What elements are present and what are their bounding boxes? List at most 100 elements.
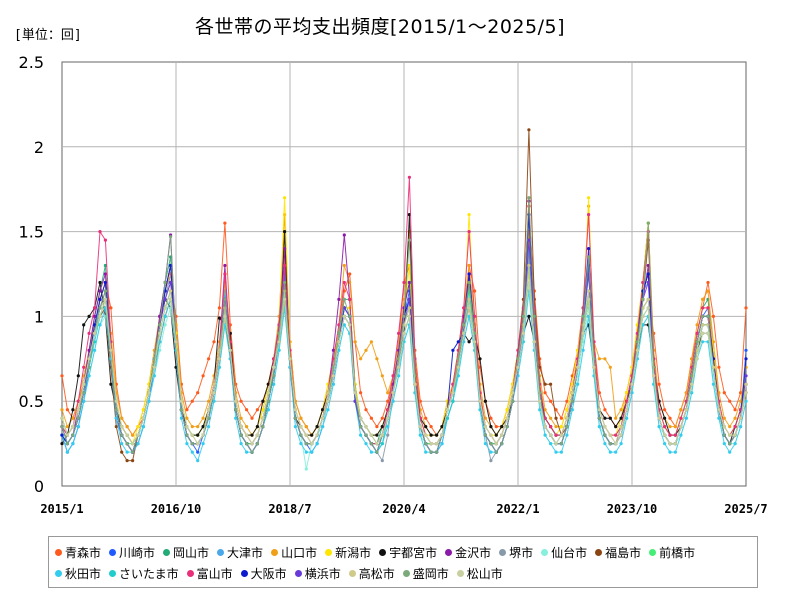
data-point: [93, 314, 97, 318]
data-point: [196, 391, 200, 395]
grid-lines: [62, 62, 746, 486]
data-point: [527, 128, 531, 132]
data-point: [701, 314, 705, 318]
data-point: [429, 442, 433, 446]
data-point: [739, 399, 743, 403]
data-point: [82, 391, 86, 395]
data-point: [125, 433, 129, 437]
data-point: [614, 425, 618, 429]
data-point: [603, 416, 607, 420]
data-point: [554, 416, 558, 420]
data-point: [549, 433, 553, 437]
legend-label: 川崎市: [119, 546, 156, 560]
y-tick-label: 0: [34, 477, 44, 496]
data-point: [603, 433, 607, 437]
data-point: [87, 314, 91, 318]
data-point: [657, 382, 661, 386]
data-point: [418, 433, 422, 437]
data-point: [103, 263, 107, 268]
legend-label: 堺市: [509, 546, 534, 560]
data-point: [565, 408, 569, 412]
data-point: [592, 365, 596, 369]
data-point: [456, 340, 460, 344]
data-point: [196, 425, 200, 429]
legend-label: 前橋市: [659, 546, 696, 560]
data-point: [717, 408, 721, 412]
data-point: [483, 425, 487, 429]
data-point: [114, 425, 118, 429]
data-point: [245, 433, 249, 437]
data-point: [380, 374, 384, 378]
data-point: [190, 442, 194, 446]
data-point: [646, 280, 650, 285]
legend-marker: [325, 549, 333, 556]
data-point: [196, 442, 200, 446]
data-point: [684, 416, 688, 420]
data-point: [98, 280, 102, 285]
data-point: [299, 416, 303, 420]
data-point: [668, 442, 672, 446]
data-point: [283, 247, 287, 251]
data-point: [684, 408, 688, 412]
data-point: [65, 425, 69, 429]
data-point: [190, 399, 194, 403]
data-point: [93, 306, 97, 310]
data-point: [310, 450, 314, 454]
data-point: [625, 416, 629, 420]
data-point: [304, 442, 308, 446]
data-point: [369, 340, 373, 344]
data-point: [239, 433, 243, 437]
data-point: [608, 442, 612, 446]
data-point: [131, 459, 135, 463]
data-point: [131, 433, 135, 437]
legend-label: さいたま市: [119, 567, 179, 581]
data-point: [103, 238, 107, 242]
data-point: [76, 374, 80, 378]
data-point: [587, 297, 591, 301]
data-point: [646, 306, 650, 310]
legend-label: 富山市: [196, 567, 233, 581]
data-point: [331, 382, 335, 386]
data-point: [239, 399, 243, 403]
data-point: [315, 442, 319, 446]
legend-item: 仙台市: [541, 542, 587, 563]
data-point: [304, 433, 308, 437]
data-point: [169, 289, 173, 293]
legend-item: 盛岡市: [402, 563, 449, 584]
data-point: [321, 408, 325, 412]
data-point: [619, 433, 623, 437]
data-point: [570, 408, 574, 412]
data-point: [71, 442, 75, 446]
x-tick-label: 2025/7: [724, 502, 767, 516]
data-point: [527, 263, 531, 268]
data-point: [440, 425, 444, 429]
data-point: [223, 221, 227, 225]
data-point: [369, 416, 373, 420]
y-axis-ticks: 0 0.5 1 1.5 2 2.5: [19, 53, 44, 496]
data-point: [179, 416, 183, 420]
data-point: [467, 297, 471, 301]
data-point: [424, 442, 428, 446]
legend-marker: [55, 549, 62, 556]
legend-label: 山口市: [281, 546, 318, 560]
data-point: [255, 425, 259, 429]
data-point: [245, 442, 249, 446]
data-point: [483, 442, 487, 446]
data-point: [424, 433, 428, 437]
data-point: [538, 399, 542, 403]
data-point: [440, 433, 444, 437]
data-point: [212, 340, 216, 344]
data-point: [456, 365, 460, 369]
data-point: [554, 425, 558, 429]
data-point: [348, 323, 352, 327]
data-point: [581, 314, 585, 318]
data-point: [728, 425, 732, 429]
data-point: [418, 425, 422, 429]
data-point: [663, 408, 667, 412]
data-point: [136, 425, 140, 429]
series-group: [60, 128, 748, 471]
data-point: [521, 314, 526, 318]
data-point: [71, 416, 75, 420]
legend-item: 新潟市: [325, 542, 371, 563]
data-point: [728, 399, 732, 403]
